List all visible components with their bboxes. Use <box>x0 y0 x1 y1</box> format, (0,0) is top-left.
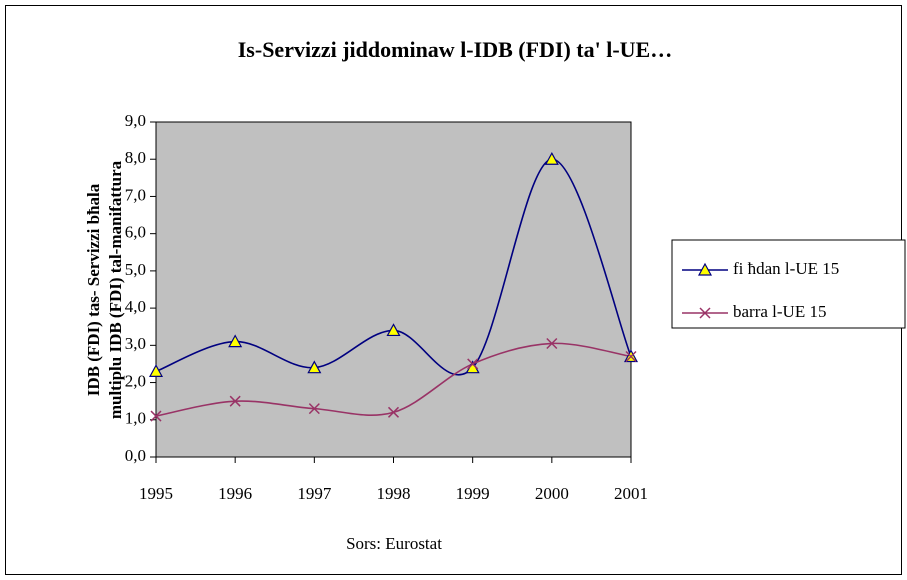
marker <box>150 410 162 422</box>
y-tick-label: 6,0 <box>125 223 146 242</box>
legend-marker <box>699 307 711 319</box>
marker <box>544 151 559 165</box>
marker <box>229 395 241 407</box>
legend-label: barra l-UE 15 <box>733 302 826 321</box>
y-tick-label: 0,0 <box>125 446 146 465</box>
x-tick-label: 1999 <box>456 484 490 503</box>
marker <box>546 337 558 350</box>
legend-marker <box>697 262 713 276</box>
x-axis-label: Sors: Eurostat <box>346 534 442 553</box>
x-tick-label: 2001 <box>614 484 648 503</box>
y-tick-label: 8,0 <box>125 148 146 167</box>
marker <box>467 358 479 370</box>
marker <box>625 350 637 363</box>
x-tick-label: 1998 <box>377 484 411 503</box>
y-axis-label: IDB (FDI) tas- Servizzi bħala <box>84 183 103 396</box>
x-tick-label: 1995 <box>139 484 173 503</box>
y-tick-label: 3,0 <box>125 334 146 353</box>
y-tick-label: 1,0 <box>125 409 146 428</box>
marker <box>387 406 400 418</box>
x-tick-label: 2000 <box>535 484 569 503</box>
chart-title: Is-Servizzi jiddominaw l-IDB (FDI) ta' l… <box>238 37 672 62</box>
plot-area <box>155 121 632 458</box>
y-tick-label: 9,0 <box>125 111 146 130</box>
y-tick-label: 7,0 <box>125 185 146 204</box>
x-tick-label: 1996 <box>218 484 252 503</box>
marker <box>307 360 322 374</box>
y-tick-label: 5,0 <box>125 260 146 279</box>
y-tick-label: 4,0 <box>125 297 146 316</box>
marker <box>148 364 164 377</box>
y-axis-label: multiplu IDB (FDI) tal-manifattura <box>106 160 125 419</box>
series-line <box>155 158 632 376</box>
legend-label: fi ħdan l-UE 15 <box>733 259 839 278</box>
x-tick-label: 1997 <box>297 484 332 503</box>
y-tick-label: 2,0 <box>125 371 146 390</box>
marker <box>308 403 320 415</box>
marker <box>228 334 243 348</box>
marker <box>386 323 401 337</box>
